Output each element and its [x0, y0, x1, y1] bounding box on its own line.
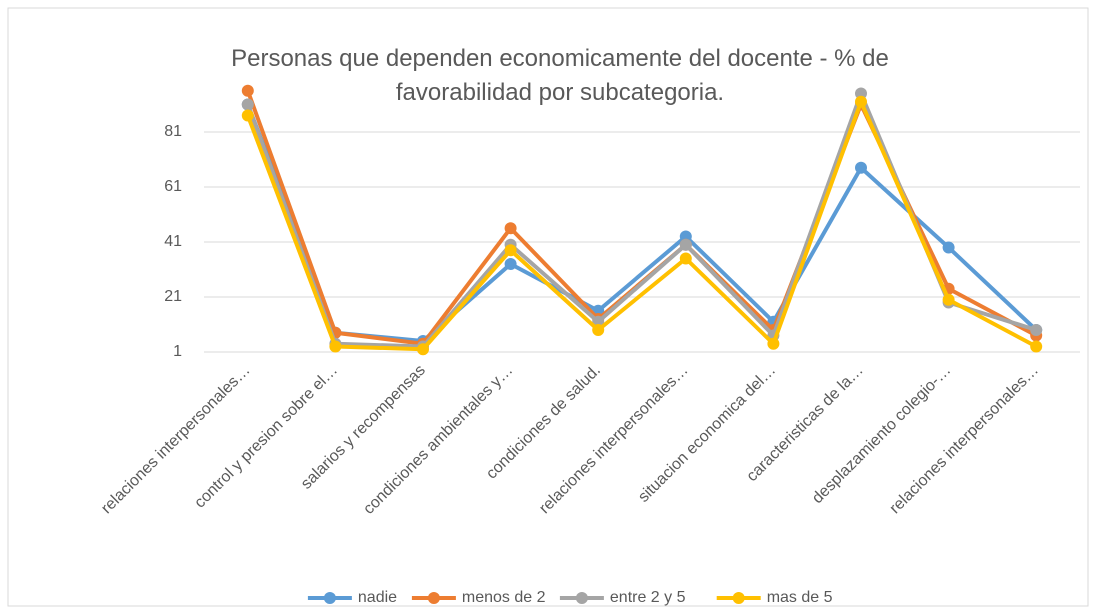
chart-title: Personas que dependen economicamente del…	[231, 45, 889, 106]
legend-marker	[575, 592, 588, 604]
y-tick-label: 81	[164, 123, 182, 140]
legend-marker	[732, 592, 745, 604]
chart-border	[7, 7, 1089, 607]
legend-label: mas de 5	[767, 589, 833, 606]
data-point	[329, 340, 342, 353]
legend-label: entre 2 y 5	[610, 589, 686, 606]
data-point	[504, 244, 517, 257]
y-tick-label: 1	[173, 343, 182, 360]
data-point	[592, 324, 605, 336]
y-tick-label: 21	[164, 288, 182, 305]
data-point	[942, 241, 955, 254]
data-point	[241, 109, 254, 122]
y-tick-label: 61	[164, 178, 182, 195]
data-point	[241, 84, 254, 97]
data-point	[942, 293, 955, 306]
data-point	[679, 230, 692, 243]
legend-label: menos de 2	[462, 589, 546, 606]
data-point	[679, 252, 692, 265]
data-point	[504, 222, 517, 235]
data-point	[1030, 340, 1043, 353]
data-point	[679, 238, 692, 251]
data-point	[855, 87, 867, 100]
data-point	[504, 258, 517, 270]
legend-marker	[427, 592, 440, 604]
series-line	[245, 99, 1038, 352]
y-tick-label: 41	[164, 233, 182, 250]
data-point	[241, 98, 254, 111]
legend-marker	[323, 592, 336, 604]
data-point	[417, 343, 429, 356]
data-point	[1030, 324, 1043, 336]
data-point	[855, 95, 867, 108]
data-point	[767, 337, 780, 350]
legend-label: nadie	[358, 589, 397, 606]
data-point	[855, 161, 867, 174]
